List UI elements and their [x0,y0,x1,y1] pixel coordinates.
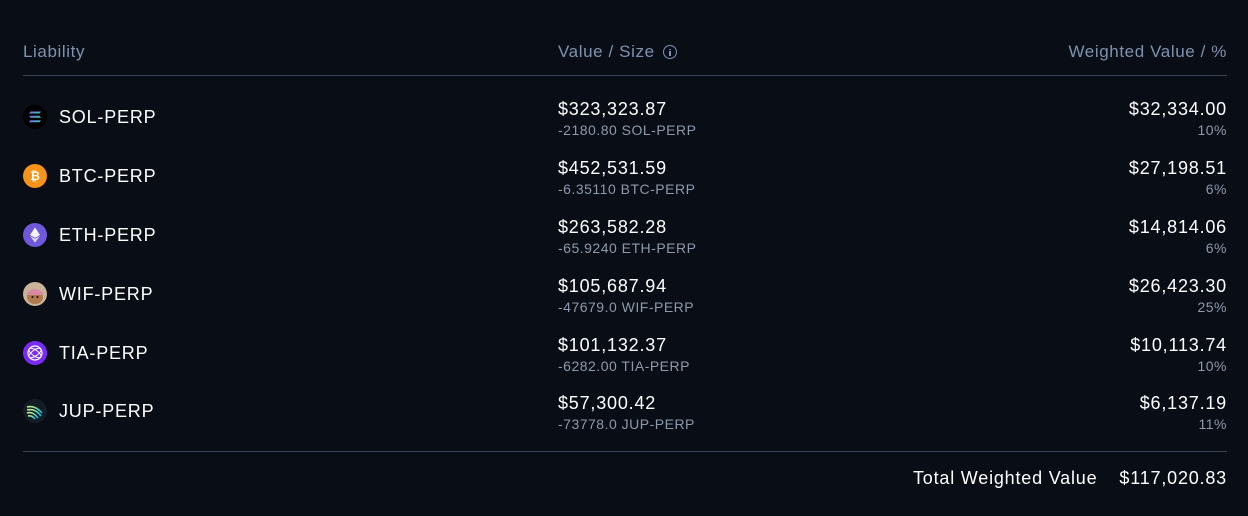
weighted-value: $10,113.74 [1130,335,1227,355]
asset-cell: ₿ BTC-PERP [23,147,156,205]
weighted-value-cell: $14,814.06 6% [1129,216,1227,258]
asset-cell: JUP-PERP [23,382,154,440]
position-value: $323,323.87 [558,99,667,119]
table-row: WIF-PERP $105,687.94 -47679.0 WIF-PERP $… [23,265,1227,323]
position-size: -6282.00 TIA-PERP [558,358,690,374]
table-body: SOL-PERP $323,323.87 -2180.80 SOL-PERP $… [23,76,1227,452]
table-row: ETH-PERP $263,582.28 -65.9240 ETH-PERP $… [23,206,1227,264]
value-size-cell: $105,687.94 -47679.0 WIF-PERP [558,275,694,317]
weight-percent: 10% [1197,122,1227,138]
liabilities-table: Liability Value / Size Weighted Value / … [23,0,1227,512]
jup-icon [23,399,47,423]
weight-percent: 25% [1197,299,1227,315]
asset-name: WIF-PERP [59,283,154,304]
value-size-cell: $452,531.59 -6.35110 BTC-PERP [558,157,695,199]
position-value: $263,582.28 [558,217,667,237]
position-size: -6.35110 BTC-PERP [558,181,696,197]
svg-text:₿: ₿ [30,169,40,183]
weighted-value: $27,198.51 [1128,158,1227,178]
weighted-value-cell: $27,198.51 6% [1129,157,1227,199]
position-value: $57,300.42 [558,393,657,413]
weight-percent: 10% [1197,358,1227,374]
weighted-value: $32,334.00 [1128,99,1227,119]
asset-name: BTC-PERP [59,165,157,186]
value-size-cell: $57,300.42 -73778.0 JUP-PERP [558,392,695,434]
position-size: -65.9240 ETH-PERP [558,240,697,256]
table-row: TIA-PERP $101,132.37 -6282.00 TIA-PERP $… [23,324,1227,382]
asset-name: JUP-PERP [59,400,155,421]
asset-cell: ETH-PERP [23,206,156,264]
weighted-value-cell: $26,423.30 25% [1129,275,1227,317]
sol-icon [23,105,47,129]
position-value: $452,531.59 [558,158,667,178]
value-size-cell: $323,323.87 -2180.80 SOL-PERP [558,98,696,140]
value-size-column-header: Value / Size [558,42,677,62]
eth-icon [23,223,47,247]
weighted-value: $14,814.06 [1128,217,1227,237]
weighted-value: $26,423.30 [1128,276,1227,296]
weight-percent: 6% [1205,240,1227,256]
tia-icon [23,341,47,365]
liability-column-header: Liability [23,42,86,61]
wif-icon [23,282,47,306]
table-footer: Total Weighted Value $117,020.83 [23,452,1227,512]
asset-name: ETH-PERP [59,224,157,245]
asset-name: SOL-PERP [59,106,157,127]
position-size: -47679.0 WIF-PERP [558,299,695,315]
asset-name: TIA-PERP [59,342,149,363]
asset-cell: TIA-PERP [23,324,148,382]
value-size-cell: $101,132.37 -6282.00 TIA-PERP [558,334,690,376]
total-weighted-value: Total Weighted Value $117,020.83 [913,468,1227,489]
table-row: SOL-PERP $323,323.87 -2180.80 SOL-PERP $… [23,88,1227,146]
weighted-value: $6,137.19 [1139,393,1227,413]
position-size: -2180.80 SOL-PERP [558,122,697,138]
position-value: $101,132.37 [558,335,667,355]
asset-cell: SOL-PERP [23,88,156,146]
weight-percent: 6% [1205,181,1227,197]
value-size-header-label: Value / Size [558,42,655,61]
weighted-value-cell: $10,113.74 10% [1130,334,1227,376]
table-row: JUP-PERP $57,300.42 -73778.0 JUP-PERP $6… [23,382,1227,440]
position-value: $105,687.94 [558,276,667,296]
weight-percent: 11% [1198,416,1227,432]
weighted-value-column-header: Weighted Value / % [1068,42,1227,61]
total-label: Total Weighted Value [912,468,1098,488]
total-value: $117,020.83 [1119,468,1227,488]
table-row: ₿ BTC-PERP $452,531.59 -6.35110 BTC-PERP… [23,147,1227,205]
asset-cell: WIF-PERP [23,265,153,323]
table-header: Liability Value / Size Weighted Value / … [23,0,1227,76]
weighted-value-cell: $6,137.19 11% [1140,392,1227,434]
info-icon[interactable] [662,45,677,59]
weighted-value-cell: $32,334.00 10% [1129,98,1227,140]
position-size: -73778.0 JUP-PERP [558,416,695,432]
value-size-cell: $263,582.28 -65.9240 ETH-PERP [558,216,696,258]
btc-icon: ₿ [23,164,47,188]
